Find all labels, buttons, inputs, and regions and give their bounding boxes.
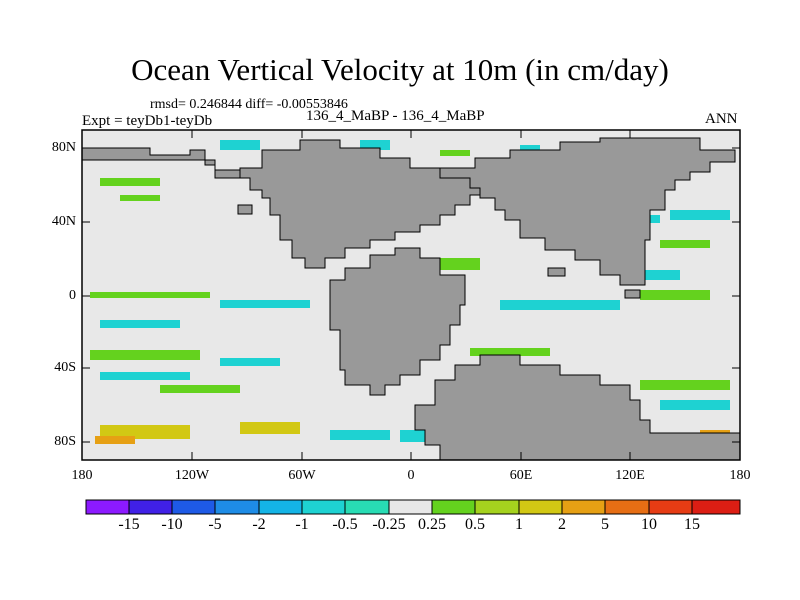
- land-north-america: [81, 139, 491, 269]
- colorbar-label-3: -5: [208, 516, 222, 533]
- land-south-america: [329, 247, 466, 396]
- colorbar-label-4: -2: [252, 516, 266, 533]
- patch-south-cyan: [100, 358, 730, 410]
- map-title: Ocean Vertical Velocity at 10m (in cm/da…: [131, 52, 669, 87]
- colorbar-label-6: -0.5: [332, 516, 358, 533]
- land-small-island-1: [237, 204, 253, 215]
- land-eurasia: [439, 137, 736, 286]
- colorbar-label-11: 2: [558, 516, 566, 533]
- colorbar-label-7: -0.25: [372, 516, 406, 533]
- lat-label-0: 0: [69, 288, 76, 303]
- land-small-island-2: [624, 289, 641, 299]
- land-masses: [81, 137, 741, 461]
- patch-eq-cyan: [100, 300, 620, 328]
- lat-label-40n: 40N: [51, 214, 76, 229]
- land-small-island-3: [547, 267, 566, 277]
- colorbar-label-9: 0.5: [465, 516, 485, 533]
- colorbar-box-6: [301, 499, 346, 515]
- patch-arctic-green: [280, 145, 620, 158]
- colorbar-label-12: 5: [601, 516, 609, 533]
- colorbar: [85, 499, 741, 515]
- lon-label-60w: 60W: [288, 468, 316, 483]
- colorbar-label-13: 10: [641, 516, 657, 533]
- colorbar-box-2: [128, 499, 173, 515]
- land-africa-antarctica: [414, 354, 741, 461]
- lon-label-60e: 60E: [509, 468, 533, 483]
- lon-label-180w: 180: [71, 468, 93, 483]
- lon-label-120w: 120W: [174, 468, 210, 483]
- colorbar-box-10: [474, 499, 520, 515]
- lat-label-80n: 80N: [51, 140, 76, 155]
- colorbar-label-5: -1: [295, 516, 309, 533]
- patch-south-green: [90, 348, 730, 393]
- colorbar-box-8: [388, 499, 433, 515]
- lon-label-0: 0: [407, 468, 415, 483]
- colorbar-box-3: [171, 499, 216, 515]
- colorbar-box-1: [85, 499, 130, 515]
- experiment-label: Expt = teyDb1-teyDb: [82, 113, 213, 129]
- case-label: 136_4_MaBP - 136_4_MaBP: [306, 108, 485, 124]
- lat-label-80s: 80S: [54, 434, 76, 449]
- stats-text: rmsd= 0.246844 diff= -0.00553846: [150, 97, 348, 112]
- colorbar-box-7: [344, 499, 390, 515]
- patch-antarctic-cyan: [330, 430, 440, 442]
- colorbar-box-13: [604, 499, 650, 515]
- colorbar-box-15: [691, 499, 741, 515]
- lat-label-40s: 40S: [54, 360, 76, 375]
- colorbar-box-14: [648, 499, 693, 515]
- patch-eq-green: [90, 258, 710, 300]
- colorbar-label-10: 1: [515, 516, 523, 533]
- season-label: ANN: [705, 111, 738, 127]
- colorbar-box-12: [561, 499, 606, 515]
- colorbar-label-1: -15: [118, 516, 140, 533]
- colorbar-label-14: 15: [684, 516, 700, 533]
- colorbar-box-11: [518, 499, 563, 515]
- lon-label-120e: 120E: [615, 468, 645, 483]
- colorbar-box-4: [214, 499, 260, 515]
- colorbar-label-2: -10: [161, 516, 183, 533]
- colorbar-box-9: [431, 499, 476, 515]
- colorbar-box-5: [258, 499, 303, 515]
- tick-marks: [82, 130, 740, 460]
- lon-label-180e: 180: [729, 468, 751, 483]
- patch-antarctic-yellow: [100, 422, 300, 439]
- colorbar-label-8: 0.25: [418, 516, 446, 533]
